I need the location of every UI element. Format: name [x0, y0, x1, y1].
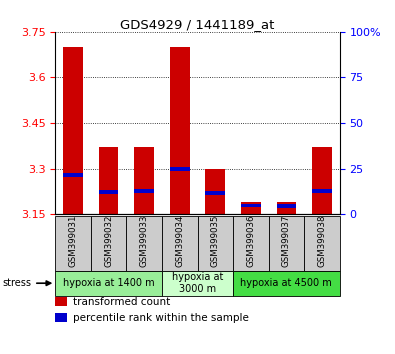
Bar	[99, 147, 118, 214]
Bar	[91, 216, 126, 271]
Bar	[63, 47, 83, 214]
Bar	[198, 216, 233, 271]
Bar	[170, 47, 190, 214]
Bar	[162, 216, 198, 271]
Bar	[312, 147, 332, 214]
Bar	[276, 202, 296, 214]
Bar	[162, 271, 233, 296]
Text: percentile rank within the sample: percentile rank within the sample	[73, 313, 249, 323]
Bar	[233, 271, 340, 296]
Bar	[241, 202, 261, 214]
Text: GSM399035: GSM399035	[211, 215, 220, 267]
Bar	[55, 216, 91, 271]
Bar	[134, 189, 154, 193]
Bar	[276, 205, 296, 208]
Title: GDS4929 / 1441189_at: GDS4929 / 1441189_at	[120, 18, 275, 31]
Bar	[63, 173, 83, 177]
Bar	[269, 216, 304, 271]
Text: GSM399036: GSM399036	[246, 215, 255, 267]
Bar	[233, 216, 269, 271]
Bar	[170, 167, 190, 171]
Bar	[312, 189, 332, 193]
Text: stress: stress	[2, 278, 31, 288]
Text: hypoxia at 1400 m: hypoxia at 1400 m	[63, 278, 154, 288]
Text: GSM399037: GSM399037	[282, 215, 291, 267]
Bar	[55, 271, 162, 296]
Bar	[205, 169, 225, 214]
Text: GSM399038: GSM399038	[318, 215, 326, 267]
Bar	[241, 204, 261, 207]
Bar	[205, 192, 225, 195]
Text: hypoxia at 4500 m: hypoxia at 4500 m	[241, 278, 332, 288]
Text: GSM399034: GSM399034	[175, 215, 184, 267]
Text: hypoxia at
3000 m: hypoxia at 3000 m	[172, 272, 223, 294]
Bar	[304, 216, 340, 271]
Bar	[99, 190, 118, 194]
Text: GSM399031: GSM399031	[69, 215, 77, 267]
Bar	[126, 216, 162, 271]
Text: transformed count: transformed count	[73, 297, 170, 307]
Text: GSM399033: GSM399033	[140, 215, 149, 267]
Bar	[134, 147, 154, 214]
Text: GSM399032: GSM399032	[104, 215, 113, 267]
